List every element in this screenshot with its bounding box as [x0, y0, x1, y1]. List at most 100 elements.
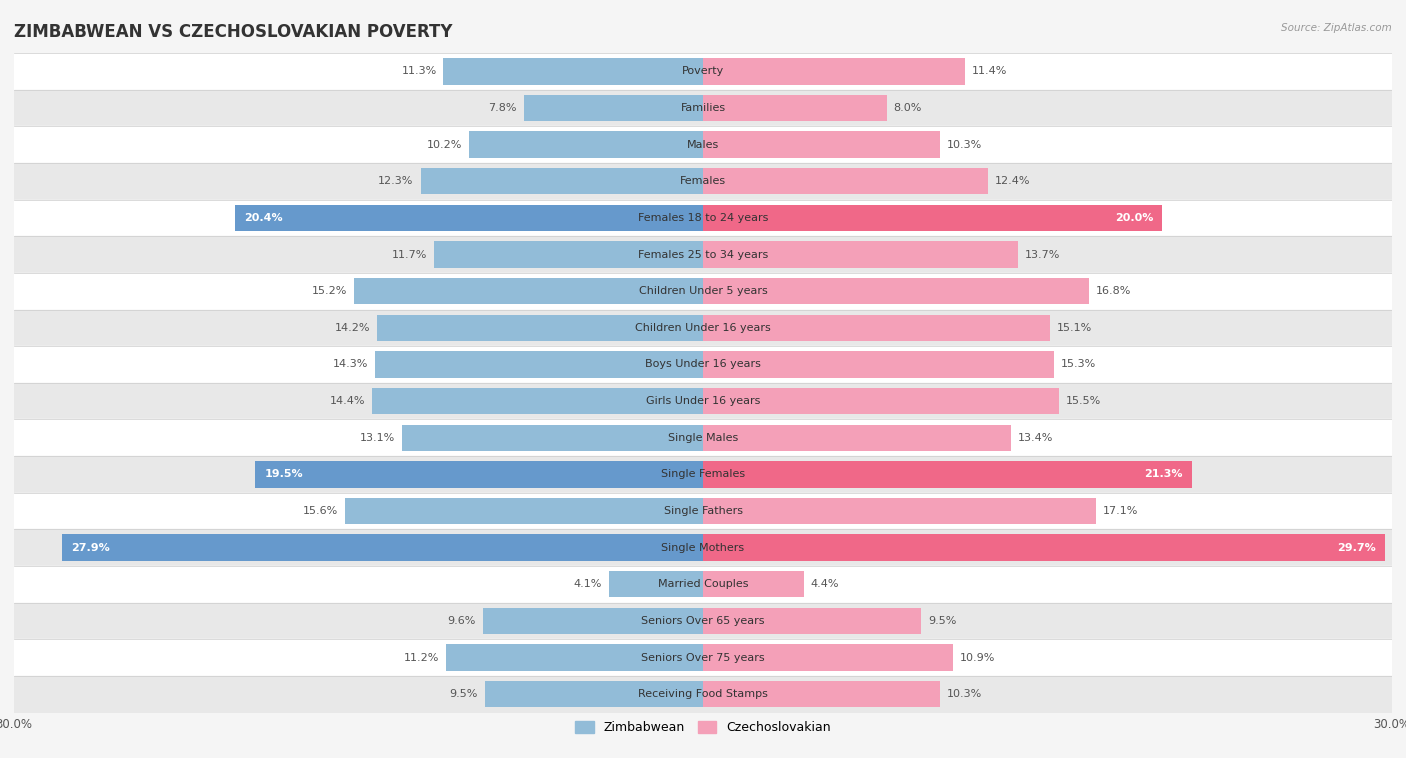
Bar — [14, 89, 1392, 127]
Bar — [434, 241, 703, 268]
Bar — [14, 639, 1392, 676]
Bar — [703, 168, 988, 195]
Text: 14.3%: 14.3% — [332, 359, 368, 369]
Bar — [446, 644, 703, 671]
Bar — [703, 571, 804, 597]
Text: Females 18 to 24 years: Females 18 to 24 years — [638, 213, 768, 223]
Legend: Zimbabwean, Czechoslovakian: Zimbabwean, Czechoslovakian — [569, 716, 837, 739]
Bar — [703, 315, 1050, 341]
Text: Families: Families — [681, 103, 725, 113]
Text: 12.4%: 12.4% — [994, 177, 1031, 186]
Text: Girls Under 16 years: Girls Under 16 years — [645, 396, 761, 406]
Text: 11.7%: 11.7% — [392, 249, 427, 259]
Bar — [703, 534, 1385, 561]
Bar — [14, 529, 1392, 566]
Bar — [703, 351, 1054, 377]
Bar — [703, 241, 1018, 268]
Text: 27.9%: 27.9% — [72, 543, 110, 553]
Text: 10.9%: 10.9% — [960, 653, 995, 662]
Bar — [14, 53, 1392, 89]
Text: 9.5%: 9.5% — [450, 689, 478, 699]
Text: Married Couples: Married Couples — [658, 579, 748, 589]
Text: Females 25 to 34 years: Females 25 to 34 years — [638, 249, 768, 259]
Text: Boys Under 16 years: Boys Under 16 years — [645, 359, 761, 369]
Text: 7.8%: 7.8% — [488, 103, 517, 113]
Bar — [354, 278, 703, 305]
Text: 11.3%: 11.3% — [401, 67, 437, 77]
Bar — [703, 498, 1095, 525]
Text: Seniors Over 75 years: Seniors Over 75 years — [641, 653, 765, 662]
Bar — [703, 644, 953, 671]
Text: 15.6%: 15.6% — [302, 506, 337, 516]
Text: 9.6%: 9.6% — [447, 616, 475, 626]
Text: 9.5%: 9.5% — [928, 616, 956, 626]
Text: Females: Females — [681, 177, 725, 186]
Bar — [14, 566, 1392, 603]
Text: 13.1%: 13.1% — [360, 433, 395, 443]
Bar — [703, 95, 887, 121]
Bar — [703, 681, 939, 707]
Text: Poverty: Poverty — [682, 67, 724, 77]
Text: Seniors Over 65 years: Seniors Over 65 years — [641, 616, 765, 626]
Bar — [524, 95, 703, 121]
Text: 10.2%: 10.2% — [426, 139, 461, 149]
Text: 21.3%: 21.3% — [1144, 469, 1182, 479]
Text: 11.4%: 11.4% — [972, 67, 1007, 77]
Text: 13.7%: 13.7% — [1025, 249, 1060, 259]
Bar — [344, 498, 703, 525]
Bar — [482, 608, 703, 634]
Text: 13.4%: 13.4% — [1018, 433, 1053, 443]
Bar — [703, 461, 1192, 487]
Text: 8.0%: 8.0% — [894, 103, 922, 113]
Bar — [703, 131, 939, 158]
Bar — [14, 383, 1392, 419]
Bar — [14, 127, 1392, 163]
Text: Children Under 5 years: Children Under 5 years — [638, 287, 768, 296]
Text: Single Males: Single Males — [668, 433, 738, 443]
Bar — [703, 58, 965, 85]
Bar — [609, 571, 703, 597]
Bar — [14, 163, 1392, 199]
Bar — [62, 534, 703, 561]
Text: 17.1%: 17.1% — [1102, 506, 1137, 516]
Bar — [420, 168, 703, 195]
Bar — [402, 424, 703, 451]
Text: ZIMBABWEAN VS CZECHOSLOVAKIAN POVERTY: ZIMBABWEAN VS CZECHOSLOVAKIAN POVERTY — [14, 23, 453, 41]
Bar — [703, 388, 1059, 415]
Text: 11.2%: 11.2% — [404, 653, 439, 662]
Text: 14.2%: 14.2% — [335, 323, 370, 333]
Text: 14.4%: 14.4% — [330, 396, 366, 406]
Text: 15.5%: 15.5% — [1066, 396, 1101, 406]
Text: 16.8%: 16.8% — [1095, 287, 1130, 296]
Bar — [14, 456, 1392, 493]
Bar — [256, 461, 703, 487]
Bar — [703, 278, 1088, 305]
Text: 4.1%: 4.1% — [574, 579, 602, 589]
Bar — [443, 58, 703, 85]
Bar — [703, 424, 1011, 451]
Text: Single Fathers: Single Fathers — [664, 506, 742, 516]
Bar — [14, 493, 1392, 529]
Bar — [14, 419, 1392, 456]
Text: 29.7%: 29.7% — [1337, 543, 1376, 553]
Bar — [14, 676, 1392, 713]
Text: 20.0%: 20.0% — [1115, 213, 1153, 223]
Text: Receiving Food Stamps: Receiving Food Stamps — [638, 689, 768, 699]
Text: Source: ZipAtlas.com: Source: ZipAtlas.com — [1281, 23, 1392, 33]
Bar — [14, 273, 1392, 309]
Text: Children Under 16 years: Children Under 16 years — [636, 323, 770, 333]
Text: 10.3%: 10.3% — [946, 139, 981, 149]
Bar — [235, 205, 703, 231]
Text: Single Mothers: Single Mothers — [661, 543, 745, 553]
Bar — [14, 199, 1392, 236]
Bar — [14, 236, 1392, 273]
Bar — [377, 315, 703, 341]
Text: 4.4%: 4.4% — [811, 579, 839, 589]
Bar — [14, 346, 1392, 383]
Bar — [468, 131, 703, 158]
Bar — [14, 603, 1392, 639]
Text: 12.3%: 12.3% — [378, 177, 413, 186]
Text: 10.3%: 10.3% — [946, 689, 981, 699]
Text: 15.1%: 15.1% — [1057, 323, 1092, 333]
Bar — [485, 681, 703, 707]
